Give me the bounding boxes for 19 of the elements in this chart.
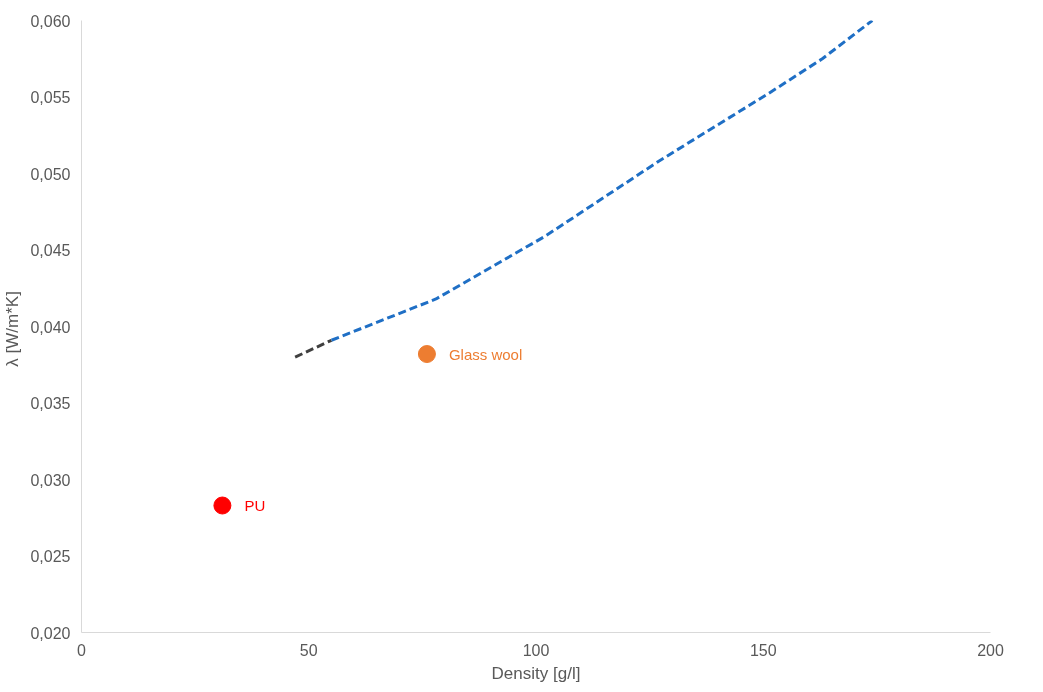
line-series: [329, 20, 874, 342]
y-tick-label: 0,045: [30, 242, 71, 259]
y-tick-label: 0,060: [30, 12, 71, 30]
y-tick-label: 0,040: [30, 318, 71, 336]
x-tick-label: 100: [522, 641, 550, 659]
x-tick-label: 50: [299, 641, 318, 659]
y-axis-title: λ [W/m*K]: [3, 291, 23, 367]
y-tick-label: 0,030: [30, 471, 71, 489]
y-tick-label: 0,025: [30, 548, 71, 565]
y-tick-label: 0,055: [30, 89, 71, 106]
x-tick-label: 200: [977, 641, 1004, 659]
x-axis-title: Density [g/l]: [491, 663, 581, 683]
y-tick-label: 0,035: [30, 395, 71, 412]
y-tick-label: 0,050: [30, 165, 71, 183]
x-tick-label: 0: [77, 641, 87, 659]
y-tick-label: 0,020: [30, 624, 71, 642]
x-tick-label: 150: [749, 641, 777, 659]
series-label: Glass wool: [448, 345, 523, 363]
series-label: PU: [244, 497, 266, 515]
